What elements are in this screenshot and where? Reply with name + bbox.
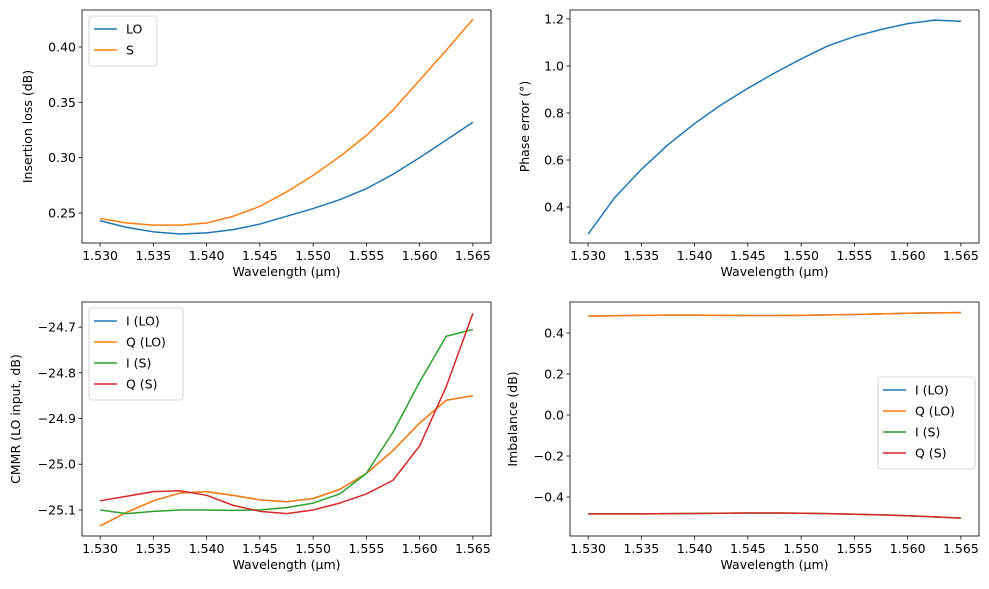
x-tick-label: 1.545 [242, 248, 278, 263]
x-tick-label: 1.530 [82, 248, 118, 263]
y-tick-label: −25.0 [38, 457, 76, 472]
x-tick-label: 1.550 [783, 248, 819, 263]
y-tick-label: −24.8 [38, 365, 76, 380]
x-tick-label: 1.540 [677, 248, 713, 263]
subplot-3: 1.530 1.535 1.540 1.545 1.550 1.555 1.560 1.565… [8, 301, 492, 572]
x-tick-label: 1.555 [348, 248, 384, 263]
x-axis-label: Wavelength (µm) [720, 557, 828, 572]
axes-frame [569, 9, 980, 244]
y-axis-label: CMMR (LO input, dB) [8, 354, 23, 484]
legend-label: S [126, 43, 134, 58]
y-tick-label: −25.1 [38, 502, 76, 517]
y-tick-label: 0.0 [544, 408, 564, 423]
legend: I (LO) Q (LO) I (S) Q (S) [877, 376, 976, 470]
y-axis-label: Phase error (°) [517, 81, 532, 173]
x-tick-label: 1.565 [943, 248, 979, 263]
x-tick-label: 1.535 [135, 541, 171, 556]
x-tick-label: 1.530 [82, 541, 118, 556]
x-tick-label: 1.530 [570, 541, 606, 556]
series-line-lo [99, 121, 474, 235]
y-tick-label: 0.35 [48, 95, 76, 110]
legend-label: Q (LO) [126, 335, 166, 350]
x-tick-label: 1.555 [348, 541, 384, 556]
x-tick-label: 1.565 [455, 541, 491, 556]
series-line-s [99, 18, 474, 226]
y-axis-label: Imbalance (dB) [505, 371, 520, 466]
legend-label: Q (LO) [915, 404, 955, 419]
x-axis-label: Wavelength (µm) [232, 557, 340, 572]
legend-label: Q (S) [915, 446, 947, 461]
legend-label: I (S) [915, 425, 940, 440]
series-line-q-s [588, 512, 961, 519]
x-tick-label: 1.565 [455, 248, 491, 263]
x-tick-label: 1.545 [242, 541, 278, 556]
legend-label: I (S) [126, 356, 151, 371]
x-tick-label: 1.560 [890, 541, 926, 556]
axes-frame [81, 301, 492, 537]
legend-label: Q (S) [126, 377, 158, 392]
subplot-4: 1.530 1.535 1.540 1.545 1.550 1.555 1.560 1.565… [505, 301, 980, 572]
series-line-q-lo [99, 394, 474, 527]
y-tick-label: −0.2 [534, 449, 564, 464]
series-line-i-lo [99, 394, 474, 527]
x-tick-label: 1.555 [836, 248, 872, 263]
x-tick-label: 1.555 [836, 541, 872, 556]
x-tick-label: 1.530 [570, 248, 606, 263]
subplot-2: 1.530 1.535 1.540 1.545 1.550 1.555 1.560 1.565… [517, 9, 980, 279]
y-tick-label: 0.2 [544, 366, 564, 381]
y-tick-label: 1.2 [544, 11, 564, 26]
x-tick-label: 1.545 [730, 541, 766, 556]
axes-frame [569, 301, 980, 537]
legend-label: LO [126, 22, 143, 37]
x-tick-label: 1.565 [943, 541, 979, 556]
axes-frame [81, 9, 492, 244]
y-tick-label: −24.7 [38, 320, 76, 335]
series-line-i-s [100, 328, 474, 515]
x-tick-label: 1.560 [890, 248, 926, 263]
y-tick-label: 0.8 [544, 105, 564, 120]
x-tick-label: 1.535 [623, 248, 659, 263]
x-axis-label: Wavelength (µm) [232, 264, 340, 279]
x-tick-label: 1.540 [677, 541, 713, 556]
y-tick-label: 0.6 [544, 153, 564, 168]
series-line-phase-error [587, 19, 961, 235]
legend-box [88, 15, 158, 67]
legend: LO S [88, 15, 158, 67]
x-tick-label: 1.560 [402, 248, 438, 263]
legend-label: I (LO) [915, 383, 949, 398]
y-tick-label: −0.4 [534, 490, 564, 505]
x-tick-label: 1.550 [783, 541, 819, 556]
y-tick-label: −24.9 [38, 411, 76, 426]
legend-box [88, 307, 184, 401]
y-tick-label: 0.40 [48, 39, 76, 54]
x-axis-label: Wavelength (µm) [720, 264, 828, 279]
y-tick-label: 0.30 [48, 150, 76, 165]
y-tick-label: 1.0 [544, 58, 564, 73]
y-tick-label: 0.25 [48, 206, 76, 221]
x-tick-label: 1.560 [402, 541, 438, 556]
x-tick-label: 1.550 [295, 248, 331, 263]
x-tick-label: 1.550 [295, 541, 331, 556]
legend-box [877, 376, 976, 470]
x-tick-label: 1.535 [135, 248, 171, 263]
x-tick-label: 1.540 [189, 541, 225, 556]
series-line-q-s [99, 313, 474, 515]
legend-label: I (LO) [126, 314, 160, 329]
y-axis-label: Insertion loss (dB) [20, 70, 35, 183]
y-tick-label: 0.4 [544, 200, 564, 215]
x-tick-label: 1.545 [730, 248, 766, 263]
x-tick-label: 1.540 [189, 248, 225, 263]
x-tick-label: 1.535 [623, 541, 659, 556]
legend: I (LO) Q (LO) I (S) Q (S) [88, 307, 184, 401]
subplot-1: 1.530 1.535 1.540 1.545 1.550 1.555 1.560 1.565… [20, 9, 492, 279]
series-line-q-lo [588, 311, 961, 317]
y-tick-label: 0.4 [544, 325, 564, 340]
